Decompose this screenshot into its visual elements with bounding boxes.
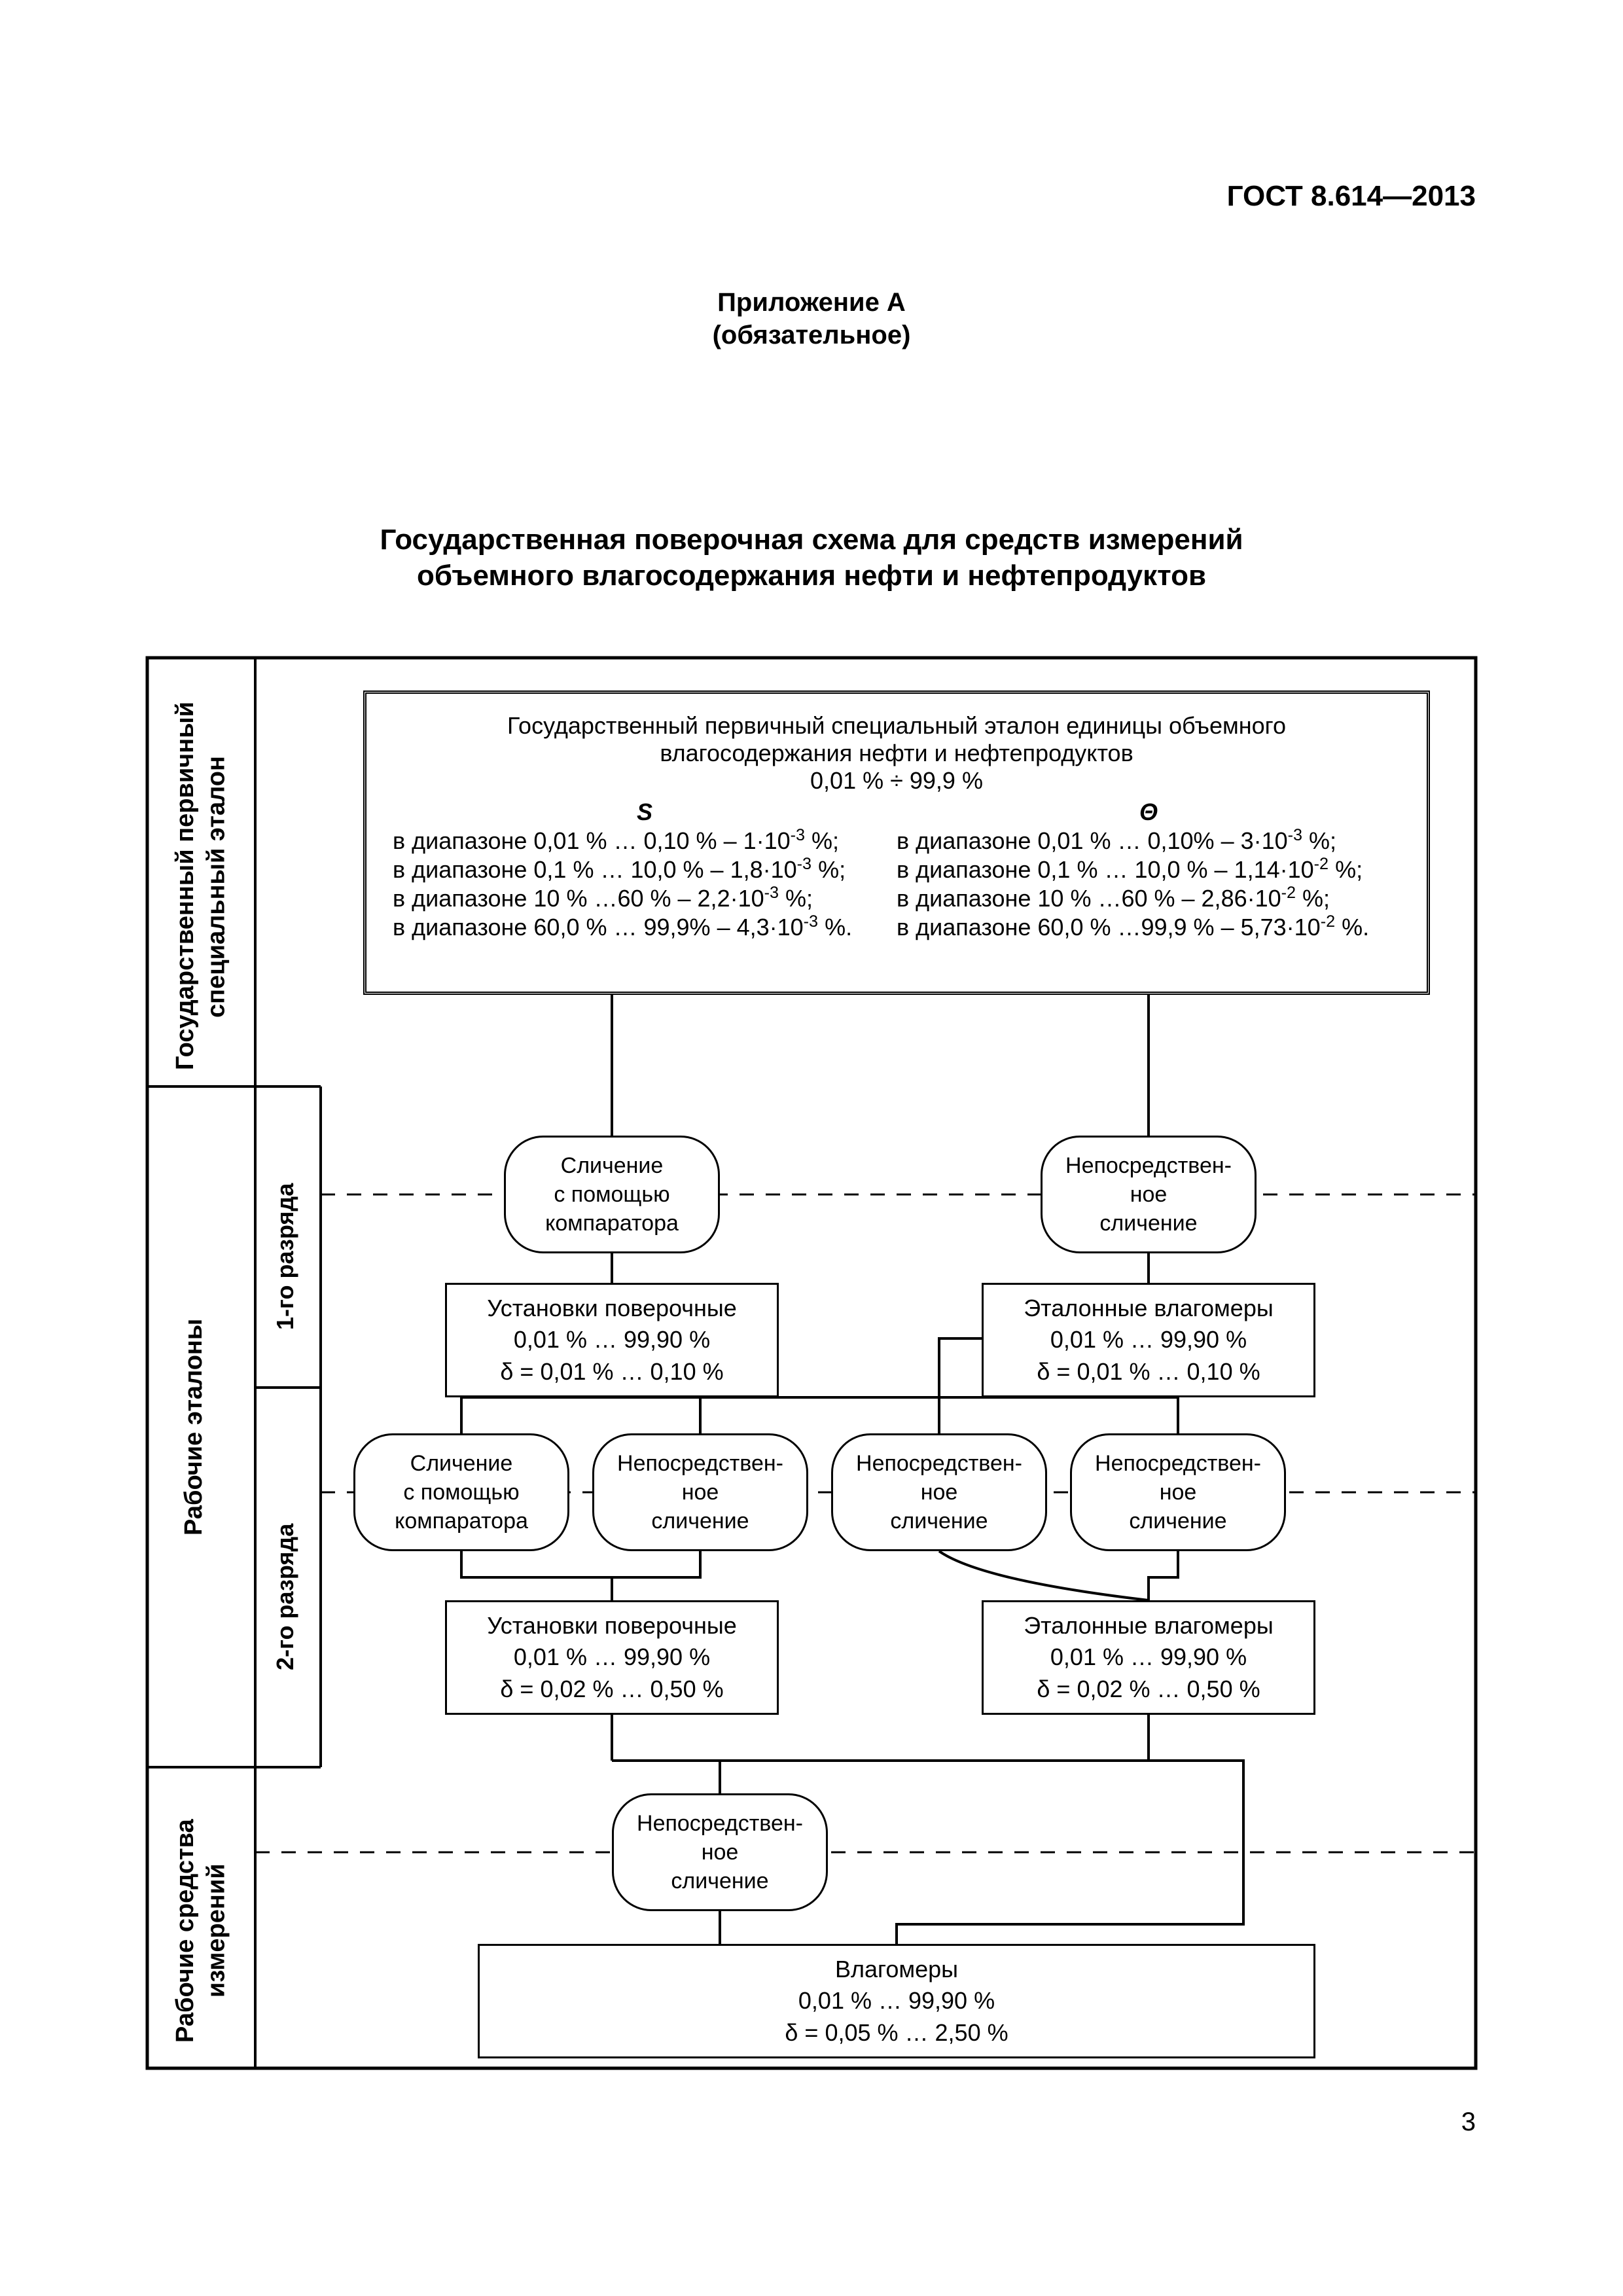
node-1-left: Установки поверочные 0,01 % … 99,90 % δ …	[445, 1283, 779, 1397]
primary-title-l2: влагосодержания нефти и нефтепродуктов	[393, 740, 1400, 767]
oval-comp1: Сличение с помощью компаратора	[504, 1136, 720, 1253]
section3-label: Рабочие средства измерений	[170, 1806, 232, 2055]
oval-direct2c: Непосредствен- ное сличение	[1070, 1433, 1286, 1551]
s-line-3: в диапазоне 60,0 % … 99,9% – 4,3·10-3 %.	[393, 912, 897, 941]
s-line-1: в диапазоне 0,1 % … 10,0 % – 1,8·10-3 %;	[393, 855, 897, 884]
theta-line-3: в диапазоне 60,0 % …99,9 % – 5,73·10-2 %…	[897, 912, 1400, 941]
node-2l-l2: 0,01 % … 99,90 %	[514, 1641, 710, 1674]
node-1r-l3: δ = 0,01 % … 0,10 %	[1037, 1356, 1260, 1388]
theta-line-2: в диапазоне 10 % …60 % – 2,86·10-2 %;	[897, 884, 1400, 912]
node-1l-l2: 0,01 % … 99,90 %	[514, 1324, 710, 1356]
node-1r-l2: 0,01 % … 99,90 %	[1050, 1324, 1247, 1356]
page-number: 3	[1461, 2108, 1476, 2137]
oval-comp2: Сличение с помощью компаратора	[353, 1433, 569, 1551]
node-3: Влагомеры 0,01 % … 99,90 % δ = 0,05 % … …	[478, 1944, 1315, 2058]
theta-line-1: в диапазоне 0,1 % … 10,0 % – 1,14·10-2 %…	[897, 855, 1400, 884]
node-2l-l3: δ = 0,02 % … 0,50 %	[500, 1674, 723, 1706]
node-2r-l2: 0,01 % … 99,90 %	[1050, 1641, 1247, 1674]
s-line-0: в диапазоне 0,01 % … 0,10 % – 1·10-3 %;	[393, 826, 897, 855]
node-2r-l3: δ = 0,02 % … 0,50 %	[1037, 1674, 1260, 1706]
oval-direct2a: Непосредствен- ное сличение	[592, 1433, 808, 1551]
node-1r-l1: Эталонные влагомеры	[1024, 1293, 1273, 1325]
node-3-l1: Влагомеры	[835, 1954, 958, 1986]
node-3-l3: δ = 0,05 % … 2,50 %	[785, 2017, 1008, 2049]
section2b-label: 2-го разряда	[272, 1453, 299, 1741]
s-label: S	[393, 798, 897, 826]
node-1-right: Эталонные влагомеры 0,01 % … 99,90 % δ =…	[982, 1283, 1315, 1397]
node-2r-l1: Эталонные влагомеры	[1024, 1610, 1273, 1642]
oval-direct3: Непосредствен- ное сличение	[612, 1793, 828, 1911]
section2-label: Рабочие эталоны	[180, 1244, 208, 1610]
node-2l-l1: Установки поверочные	[487, 1610, 737, 1642]
primary-standard-box: Государственный первичный специальный эт…	[363, 691, 1430, 995]
primary-title-l1: Государственный первичный специальный эт…	[393, 712, 1400, 740]
node-3-l2: 0,01 % … 99,90 %	[798, 1985, 995, 2017]
theta-label: Θ	[897, 798, 1400, 826]
theta-line-0: в диапазоне 0,01 % … 0,10% – 3·10-3 %;	[897, 826, 1400, 855]
section2a-label: 1-го разряда	[272, 1139, 299, 1374]
node-2-left: Установки поверочные 0,01 % … 99,90 % δ …	[445, 1600, 779, 1715]
section1-label: Государственный первичный специальный эт…	[170, 704, 232, 1070]
node-2-right: Эталонные влагомеры 0,01 % … 99,90 % δ =…	[982, 1600, 1315, 1715]
s-line-2: в диапазоне 10 % …60 % – 2,2·10-3 %;	[393, 884, 897, 912]
oval-direct1: Непосредствен- ное сличение	[1041, 1136, 1257, 1253]
node-1l-l3: δ = 0,01 % … 0,10 %	[500, 1356, 723, 1388]
primary-range: 0,01 % ÷ 99,9 %	[393, 767, 1400, 795]
node-1l-l1: Установки поверочные	[487, 1293, 737, 1325]
oval-direct2b: Непосредствен- ное сличение	[831, 1433, 1047, 1551]
